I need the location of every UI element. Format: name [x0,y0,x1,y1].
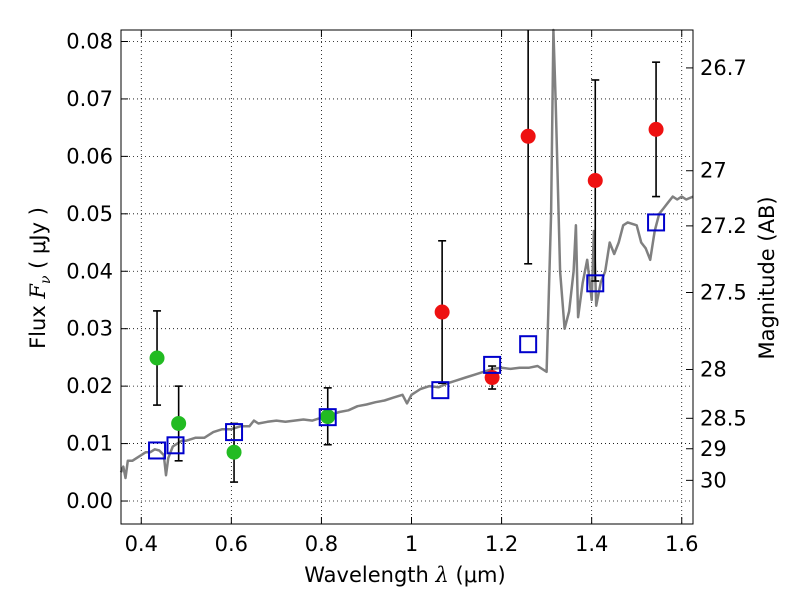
y-tick-label: 0.04 [66,259,113,283]
data-point [520,128,536,144]
y-tick-label: 0.05 [66,202,113,226]
data-point [226,444,242,460]
model-squares [148,213,666,460]
y2-tick-label: 28.5 [700,406,747,430]
x-tick-label: 0.6 [215,532,248,556]
spectrum-layer [119,28,694,480]
x-tick-label: 1.4 [575,532,608,556]
error-bars [153,30,661,483]
model-square [519,335,538,354]
y2-tick-label: 28 [700,357,727,381]
data-point [320,409,336,425]
data-point [149,350,165,366]
x-tick-label: 1.6 [665,532,698,556]
data-point [587,172,603,188]
model-square [225,423,244,442]
y2-tick-label: 29 [700,437,727,461]
y-tick-label: 0.01 [66,432,113,456]
model-square [166,436,185,455]
y-tick-label: 0.02 [66,374,113,398]
x-axis-label: Wavelength λ (μm) [304,563,505,587]
data-point [648,121,664,137]
axis-ticks [121,30,693,524]
y2-tick-label: 27 [700,159,727,183]
model-square [586,274,605,293]
model-square [318,408,337,427]
data-point [171,415,187,431]
x-tick-labels: 0.4 0.6 0.8 1 1.2 1.4 1.6 [125,532,699,556]
model-square [647,213,666,232]
model-square [483,355,502,374]
y-tick-label: 0.00 [66,489,113,513]
plot-frame [120,29,694,525]
y-tick-label: 0.08 [66,29,113,53]
y-tick-labels: 0.00 0.01 0.02 0.03 0.04 0.05 0.06 0.07 0.08 [66,29,113,513]
y-tick-label: 0.03 [66,317,113,341]
grid-lines [121,30,693,524]
x-tick-label: 1 [405,532,418,556]
x-tick-label: 0.4 [125,532,158,556]
x-tick-label: 1.2 [485,532,518,556]
x-tick-label: 0.8 [305,532,338,556]
spectrum-line [119,28,694,480]
y2-tick-label: 30 [700,468,727,492]
data-point [434,304,450,320]
y2-tick-label: 27.2 [700,214,747,238]
y2-tick-label: 27.5 [700,281,747,305]
y2-tick-label: 26.7 [700,56,747,80]
model-square [148,441,167,460]
y2-tick-labels: 26.7 27 27.2 27.5 28 28.5 29 30 [700,56,747,492]
y-axis-label: Flux Fν ( μJy ) [26,207,54,349]
y-tick-label: 0.06 [66,144,113,168]
model-square [431,381,450,400]
y2-axis-label: Magnitude (AB) [755,196,779,359]
y-tick-label: 0.07 [66,87,113,111]
